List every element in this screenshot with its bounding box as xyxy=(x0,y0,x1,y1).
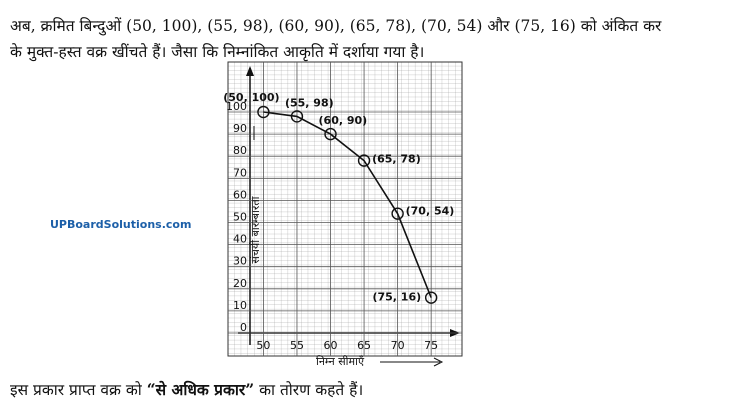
y-tick-label: 10 xyxy=(233,299,247,312)
x-tick-label: 75 xyxy=(424,339,438,352)
x-tick-label: 55 xyxy=(290,339,304,352)
y-tick-label: 70 xyxy=(233,166,247,179)
point xyxy=(290,110,304,123)
text-line: अब, क्रमित बिन्दुओं (50, 100), (55, 98),… xyxy=(10,17,662,35)
point-label: (55, 98) xyxy=(285,96,334,109)
point xyxy=(324,127,337,141)
y-tick-label: 60 xyxy=(233,188,247,201)
y-tick-label: 30 xyxy=(233,255,247,268)
y-tick-label: 80 xyxy=(233,144,247,157)
x-tick-label: 50 xyxy=(256,339,270,352)
point xyxy=(424,291,438,304)
y-axis-label: संचयी बारम्बारता xyxy=(249,196,262,263)
y-tick-label: 20 xyxy=(233,277,247,290)
graph-paper xyxy=(227,61,463,357)
arrow xyxy=(246,66,254,76)
point-label: (50, 100) xyxy=(223,91,279,104)
point xyxy=(257,105,270,119)
arrow xyxy=(380,357,444,367)
y-tick-label: 0 xyxy=(240,321,247,334)
y-tick-label: 90 xyxy=(233,122,247,135)
text-line: के मुक्त-हस्त वक्र खींचते हैं। जैसा कि न… xyxy=(10,43,425,61)
watermark: UPBoardSolutions.com xyxy=(50,218,192,231)
y-tick-label: 100 xyxy=(226,100,247,113)
text: इस प्रकार प्राप्त वक्र को xyxy=(10,381,147,399)
x-tick-label: 65 xyxy=(357,339,371,352)
text: का तोरण कहते हैं। xyxy=(254,381,364,399)
point-label: (70, 54) xyxy=(406,205,455,218)
y-tick-label: 40 xyxy=(233,233,247,246)
point xyxy=(357,154,371,167)
point xyxy=(391,207,404,220)
text-line: इस प्रकार प्राप्त वक्र को “से अधिक प्रका… xyxy=(10,378,363,400)
y-tick-label: 50 xyxy=(233,211,247,224)
bold-text: “से अधिक प्रकार” xyxy=(146,380,255,399)
x-axis-label: निम्न सीमाएँ xyxy=(316,355,365,368)
x-tick-label: 70 xyxy=(391,339,405,352)
point-label: (65, 78) xyxy=(372,153,421,166)
point-label: (60, 90) xyxy=(319,114,368,127)
point-label: (75, 16) xyxy=(372,291,421,304)
x-tick-label: 60 xyxy=(324,339,338,352)
